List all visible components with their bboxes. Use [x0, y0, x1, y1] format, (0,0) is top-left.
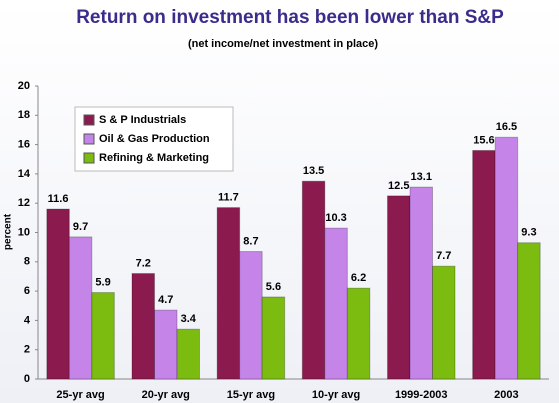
legend-swatch	[83, 133, 95, 145]
bar	[301, 180, 326, 380]
value-label: 4.7	[158, 294, 173, 306]
value-label: 13.5	[303, 165, 324, 177]
bar	[494, 136, 519, 380]
bar	[324, 227, 348, 380]
value-label: 7.7	[436, 250, 451, 262]
value-label: 9.3	[521, 227, 536, 239]
value-label: 7.2	[136, 257, 151, 269]
x-tick-label: 2003	[494, 389, 518, 401]
chart-title: Return on investment has been lower than…	[76, 7, 504, 28]
bar	[239, 251, 263, 380]
bar	[261, 296, 286, 380]
bar	[176, 328, 200, 380]
legend-swatch	[83, 114, 95, 126]
legend-swatch	[83, 152, 95, 164]
value-label: 6.2	[351, 272, 366, 284]
bar	[154, 309, 178, 380]
value-label: 10.3	[325, 212, 346, 224]
y-tick-label: 16	[18, 139, 30, 151]
y-tick-label: 2	[24, 344, 30, 356]
bar	[46, 208, 70, 380]
value-label: 15.6	[473, 134, 494, 146]
x-tick-label: 1999-2003	[395, 389, 448, 401]
value-label: 3.4	[181, 313, 197, 325]
bar	[517, 242, 541, 380]
value-label: 8.7	[243, 235, 258, 247]
value-label: 12.5	[388, 180, 409, 192]
legend-label: Oil & Gas Production	[99, 133, 210, 145]
bar	[432, 265, 456, 380]
y-axis-label: percent	[3, 213, 14, 250]
bar	[68, 236, 93, 380]
y-tick-label: 0	[24, 373, 30, 385]
value-label: 13.1	[411, 171, 432, 183]
y-tick-label: 14	[18, 168, 31, 180]
bar	[472, 149, 496, 380]
y-tick-label: 8	[24, 256, 30, 268]
y-tick-label: 6	[24, 285, 30, 297]
value-label: 5.9	[95, 276, 110, 288]
x-tick-label: 20-yr avg	[142, 389, 190, 401]
bar	[91, 292, 115, 380]
chart-subtitle: (net income/net investment in place)	[188, 38, 378, 50]
bar	[131, 273, 155, 380]
bar	[409, 186, 433, 380]
y-tick-label: 20	[18, 80, 30, 92]
y-tick-label: 18	[18, 109, 30, 121]
y-tick-label: 10	[18, 226, 30, 238]
value-label: 5.6	[266, 281, 281, 293]
y-tick-label: 12	[18, 197, 30, 209]
value-label: 11.6	[48, 193, 69, 205]
bar	[346, 287, 371, 380]
bar	[387, 195, 411, 380]
legend-label: S & P Industrials	[99, 114, 186, 126]
x-tick-label: 25-yr avg	[56, 389, 104, 401]
value-label: 16.5	[496, 121, 517, 133]
value-label: 11.7	[218, 192, 239, 204]
legend-box	[74, 106, 234, 172]
value-label: 9.7	[73, 221, 88, 233]
x-tick-label: 15-yr avg	[227, 389, 275, 401]
y-tick-label: 4	[24, 314, 31, 326]
x-tick-label: 10-yr avg	[312, 389, 360, 401]
legend-label: Refining & Marketing	[99, 152, 209, 164]
bar	[216, 207, 241, 380]
